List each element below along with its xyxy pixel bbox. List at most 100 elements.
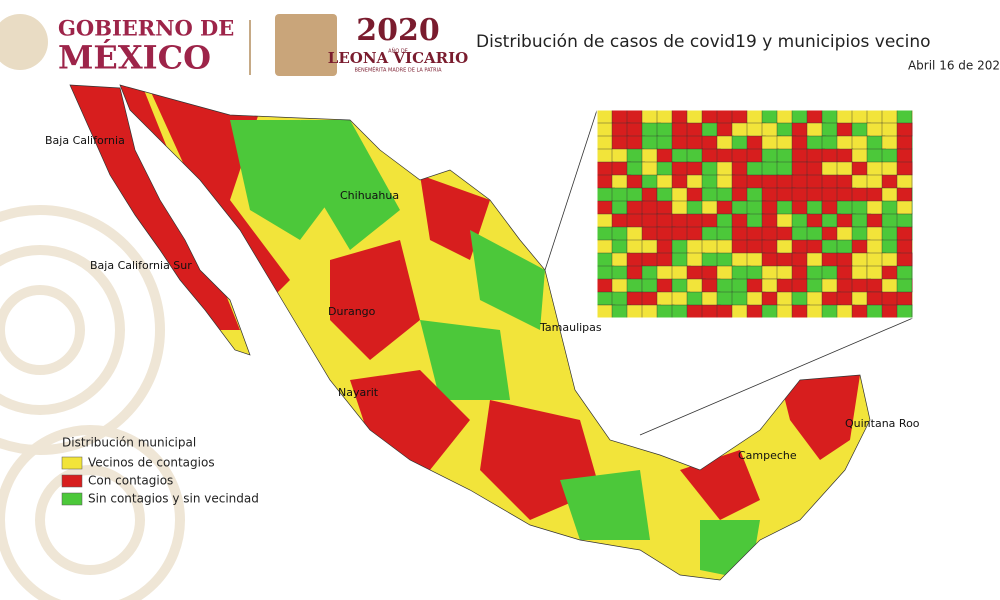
region (150, 90, 290, 300)
inset-cell (611, 148, 629, 163)
inset-cell (611, 213, 629, 228)
inset-cell (911, 278, 913, 295)
inset-cell (656, 265, 674, 280)
inset-cell (836, 252, 853, 268)
inset-cell (641, 200, 659, 216)
inset-cell (791, 161, 808, 177)
legend-swatch (61, 492, 83, 506)
inset-cell (881, 213, 899, 228)
inset-cell (686, 122, 704, 139)
inset-cell (597, 200, 613, 216)
inset-cell (896, 110, 913, 125)
inset-cell (597, 161, 614, 177)
inset-cell (716, 148, 733, 164)
inset-cell (836, 265, 854, 280)
region (70, 85, 240, 330)
inset-cell (597, 252, 615, 267)
legend-label: Vecinos de contagios (88, 456, 215, 470)
outline (119, 84, 871, 581)
inset-connector (639, 317, 914, 436)
region (700, 520, 760, 580)
inset-cell (597, 174, 614, 190)
inset-cell (597, 226, 613, 241)
state-label: Baja California (45, 134, 125, 147)
region (230, 120, 330, 240)
inset-cell (866, 291, 883, 306)
inset-cell (821, 278, 838, 294)
inset-cell (611, 239, 628, 255)
outline (69, 84, 251, 356)
inset-cell (671, 122, 689, 138)
inset-cell (746, 148, 763, 163)
inset-cell (626, 213, 643, 228)
inset-cell (821, 187, 840, 202)
inset-cell (731, 187, 749, 203)
inset-cell (641, 239, 659, 254)
inset-cell (626, 252, 644, 268)
inset-cell (806, 291, 823, 307)
inset-cell (776, 278, 793, 294)
inset-cell (911, 187, 913, 202)
region (780, 375, 860, 460)
inset-cell (821, 110, 840, 124)
inset-cell (911, 135, 913, 150)
inset-cell (597, 213, 614, 229)
inset-cell (686, 135, 703, 150)
inset-cell (626, 291, 644, 307)
inset-cell (597, 148, 613, 163)
inset-cell (626, 148, 645, 163)
inset-cell (851, 148, 869, 165)
inset-cell (791, 110, 809, 125)
inset-cell (806, 187, 824, 203)
inset-cell (851, 110, 868, 124)
inset-cell (746, 278, 765, 294)
inset-cell (911, 252, 913, 267)
logo-line2: MÉXICO (58, 39, 211, 77)
region (420, 320, 510, 400)
inset-cell (896, 148, 913, 163)
inset-cell (791, 148, 809, 163)
legend-swatch (61, 456, 83, 470)
inset-cell (911, 174, 913, 189)
year-subtitle: AÑO DE (388, 48, 408, 55)
inset-cell (701, 135, 718, 152)
inset-cell (671, 226, 689, 243)
inset-cell (626, 304, 644, 318)
inset-cell (626, 226, 645, 243)
inset-cell (806, 174, 824, 189)
inset-cell (686, 213, 705, 229)
inset-cell (761, 213, 778, 228)
inset-cell (821, 252, 839, 268)
inset-cell (806, 200, 823, 216)
inset-cell (776, 174, 794, 189)
year: 2020 (356, 13, 440, 48)
inset-cell (656, 200, 675, 215)
inset-cell (611, 265, 629, 280)
inset-cell (761, 148, 780, 164)
inset-cell (641, 187, 658, 203)
region (330, 240, 420, 360)
legend-label: Con contagios (88, 474, 173, 488)
inset-cell (821, 226, 839, 241)
inset-map (597, 110, 913, 318)
inset-cell (656, 187, 674, 202)
inset-cell (597, 122, 614, 137)
inset-cell (911, 161, 913, 176)
inset-cell (776, 110, 794, 124)
inset-cell (656, 278, 673, 293)
inset-cell (911, 226, 913, 244)
inset-cell (851, 265, 868, 281)
inset-cell (716, 200, 734, 216)
inset-cell (836, 291, 854, 306)
inset-cell (746, 213, 765, 228)
inset-cell (881, 122, 898, 138)
state-label: Tamaulipas (539, 321, 602, 334)
inset-cell (686, 304, 703, 318)
header: GOBIERNO DE MÉXICO 2020 AÑO DE LEONA VIC… (0, 13, 1000, 77)
inset-cell (611, 135, 630, 151)
inset-cell (626, 200, 645, 217)
inset-cell (821, 148, 840, 164)
inset-cell (746, 110, 764, 124)
inset-cell (896, 304, 913, 318)
inset-cell (911, 110, 913, 126)
